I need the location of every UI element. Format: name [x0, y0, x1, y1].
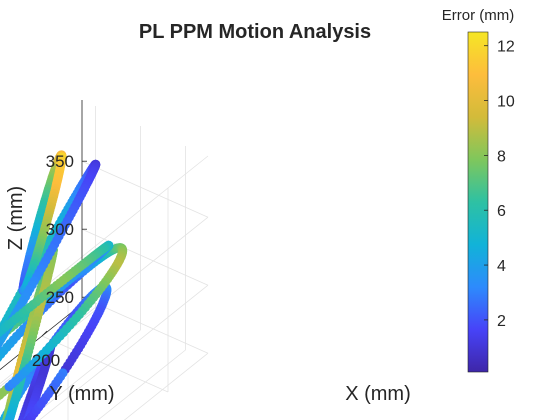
colorbar: [467, 31, 489, 373]
colorbar-tick-label: 4: [497, 258, 506, 275]
tick-labels: 250300350400450500200300: [32, 152, 74, 370]
grid-line-z: [81, 160, 209, 218]
chart-title: PL PPM Motion Analysis: [139, 21, 371, 43]
data-points: [0, 150, 128, 420]
colorbar-label: Error (mm): [442, 7, 514, 24]
colorbar-tick-label: 12: [497, 39, 515, 56]
z-tick-label: 250: [46, 288, 74, 307]
grid-line-z: [38, 284, 209, 420]
colorbar-tick-label: 10: [497, 94, 515, 111]
x-axis-label: X (mm): [345, 383, 411, 405]
colorbar-tick-label: 8: [497, 148, 506, 165]
data-point: [36, 399, 46, 409]
z-axis-label: Z (mm): [5, 186, 27, 250]
data-point: [52, 335, 62, 345]
grid-line-y: [97, 349, 186, 420]
x-tick: [41, 330, 48, 337]
colorbar-tick-label: 6: [497, 203, 506, 220]
grid-line-z: [81, 228, 209, 286]
data-point: [0, 353, 3, 362]
grid-edge: [0, 155, 209, 323]
grid-line-x: [41, 335, 169, 393]
z-tick-label: 350: [46, 152, 74, 171]
colorbar-ticks: 2 4 6 8 10 12: [484, 39, 515, 330]
data-point: [58, 275, 68, 285]
x-axis-line: [0, 303, 83, 371]
grid-line-z: [123, 352, 209, 420]
x-tick-label: 200: [32, 351, 60, 370]
colorbar-tick-label: 2: [497, 313, 506, 330]
z-tick-label: 300: [46, 220, 74, 239]
y-axis-label: Y (mm): [49, 383, 114, 405]
